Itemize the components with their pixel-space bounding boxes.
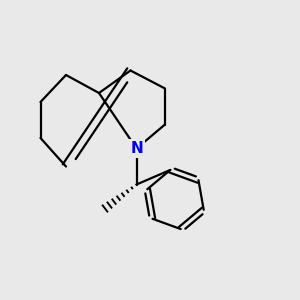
Text: N: N (130, 141, 143, 156)
